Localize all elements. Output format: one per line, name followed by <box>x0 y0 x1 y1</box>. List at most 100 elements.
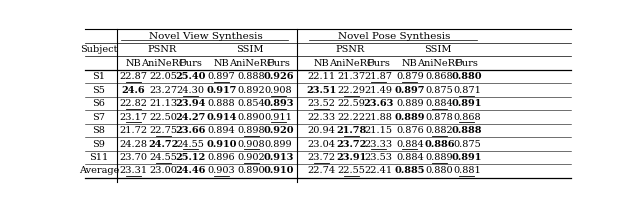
Text: S1: S1 <box>92 72 106 81</box>
Text: Novel View Synthesis: Novel View Synthesis <box>149 32 263 41</box>
Text: PSNR: PSNR <box>147 45 177 54</box>
Text: 22.50: 22.50 <box>149 112 177 122</box>
Text: 0.875: 0.875 <box>426 86 454 95</box>
Text: 21.72: 21.72 <box>120 126 148 135</box>
Text: 0.889: 0.889 <box>426 153 453 162</box>
Text: 23.91: 23.91 <box>336 153 367 162</box>
Text: Ours: Ours <box>367 59 390 68</box>
Text: AniNeRF: AniNeRF <box>329 59 374 68</box>
Text: 22.05: 22.05 <box>149 72 177 81</box>
Text: S11: S11 <box>89 153 108 162</box>
Text: 0.896: 0.896 <box>207 153 235 162</box>
Text: 22.22: 22.22 <box>337 112 365 122</box>
Text: 22.75: 22.75 <box>149 126 177 135</box>
Text: 21.88: 21.88 <box>365 112 392 122</box>
Text: 23.70: 23.70 <box>120 153 148 162</box>
Text: S9: S9 <box>92 139 106 149</box>
Text: 0.908: 0.908 <box>264 86 292 95</box>
Text: 0.897: 0.897 <box>207 72 236 81</box>
Text: 21.78: 21.78 <box>336 126 367 135</box>
Text: 0.871: 0.871 <box>453 86 481 95</box>
Text: 22.55: 22.55 <box>337 166 365 176</box>
Text: 0.888: 0.888 <box>452 126 482 135</box>
Text: 0.889: 0.889 <box>396 99 424 108</box>
Text: 0.886: 0.886 <box>424 139 455 149</box>
Text: 23.33: 23.33 <box>365 139 393 149</box>
Text: Average: Average <box>79 166 119 176</box>
Text: 0.876: 0.876 <box>396 126 424 135</box>
Text: 22.87: 22.87 <box>120 72 148 81</box>
Text: 24.55: 24.55 <box>176 139 204 149</box>
Text: 23.51: 23.51 <box>307 86 337 95</box>
Text: 23.94: 23.94 <box>175 99 205 108</box>
Text: 21.15: 21.15 <box>365 126 392 135</box>
Text: Ours: Ours <box>266 59 291 68</box>
Text: 0.880: 0.880 <box>452 72 482 81</box>
Text: 0.879: 0.879 <box>396 72 424 81</box>
Text: 24.6: 24.6 <box>122 86 145 95</box>
Text: 23.72: 23.72 <box>336 139 367 149</box>
Text: 23.53: 23.53 <box>365 153 392 162</box>
Text: 0.894: 0.894 <box>207 126 236 135</box>
Text: 21.87: 21.87 <box>365 72 392 81</box>
Text: 0.880: 0.880 <box>426 166 453 176</box>
Text: 0.899: 0.899 <box>264 139 292 149</box>
Text: 0.878: 0.878 <box>426 112 454 122</box>
Text: 0.884: 0.884 <box>396 139 424 149</box>
Text: 22.33: 22.33 <box>307 112 335 122</box>
Text: 0.897: 0.897 <box>395 86 425 95</box>
Text: PSNR: PSNR <box>335 45 365 54</box>
Text: 0.891: 0.891 <box>452 153 482 162</box>
Text: 23.72: 23.72 <box>307 153 335 162</box>
Text: 21.13: 21.13 <box>149 99 177 108</box>
Text: 0.891: 0.891 <box>452 99 482 108</box>
Text: 21.37: 21.37 <box>337 72 365 81</box>
Text: 0.908: 0.908 <box>237 139 265 149</box>
Text: 22.74: 22.74 <box>307 166 335 176</box>
Text: 0.898: 0.898 <box>237 126 265 135</box>
Text: 23.17: 23.17 <box>120 112 148 122</box>
Text: AniNeRF: AniNeRF <box>417 59 462 68</box>
Text: 0.890: 0.890 <box>237 166 265 176</box>
Text: NB: NB <box>125 59 141 68</box>
Text: S8: S8 <box>92 126 106 135</box>
Text: S5: S5 <box>92 86 106 95</box>
Text: AniNeRF: AniNeRF <box>141 59 186 68</box>
Text: 23.66: 23.66 <box>175 126 205 135</box>
Text: 0.888: 0.888 <box>207 99 235 108</box>
Text: 0.889: 0.889 <box>395 112 425 122</box>
Text: 0.917: 0.917 <box>206 86 237 95</box>
Text: 0.882: 0.882 <box>426 126 454 135</box>
Text: Ours: Ours <box>178 59 202 68</box>
Text: 23.04: 23.04 <box>308 139 335 149</box>
Text: 25.12: 25.12 <box>175 153 205 162</box>
Text: 23.27: 23.27 <box>149 86 177 95</box>
Text: 0.926: 0.926 <box>263 72 294 81</box>
Text: 20.94: 20.94 <box>308 126 335 135</box>
Text: 23.31: 23.31 <box>120 166 148 176</box>
Text: 24.28: 24.28 <box>120 139 148 149</box>
Text: 23.00: 23.00 <box>149 166 177 176</box>
Text: 0.903: 0.903 <box>207 166 236 176</box>
Text: Novel Pose Synthesis: Novel Pose Synthesis <box>338 32 451 41</box>
Text: 23.52: 23.52 <box>308 99 335 108</box>
Text: 22.29: 22.29 <box>337 86 365 95</box>
Text: NB: NB <box>214 59 229 68</box>
Text: 0.881: 0.881 <box>453 166 481 176</box>
Text: 0.888: 0.888 <box>237 72 265 81</box>
Text: 0.868: 0.868 <box>426 72 453 81</box>
Text: 0.884: 0.884 <box>426 99 454 108</box>
Text: 0.884: 0.884 <box>396 153 424 162</box>
Text: 0.868: 0.868 <box>453 112 481 122</box>
Text: 25.40: 25.40 <box>175 72 205 81</box>
Text: 0.893: 0.893 <box>263 99 294 108</box>
Text: AniNeRF: AniNeRF <box>228 59 273 68</box>
Text: 0.911: 0.911 <box>264 112 292 122</box>
Text: SSIM: SSIM <box>236 45 264 54</box>
Text: 0.875: 0.875 <box>453 139 481 149</box>
Text: 22.11: 22.11 <box>307 72 335 81</box>
Text: 0.854: 0.854 <box>237 99 265 108</box>
Text: 23.63: 23.63 <box>364 99 394 108</box>
Text: 0.902: 0.902 <box>237 153 265 162</box>
Text: Subject: Subject <box>80 45 118 54</box>
